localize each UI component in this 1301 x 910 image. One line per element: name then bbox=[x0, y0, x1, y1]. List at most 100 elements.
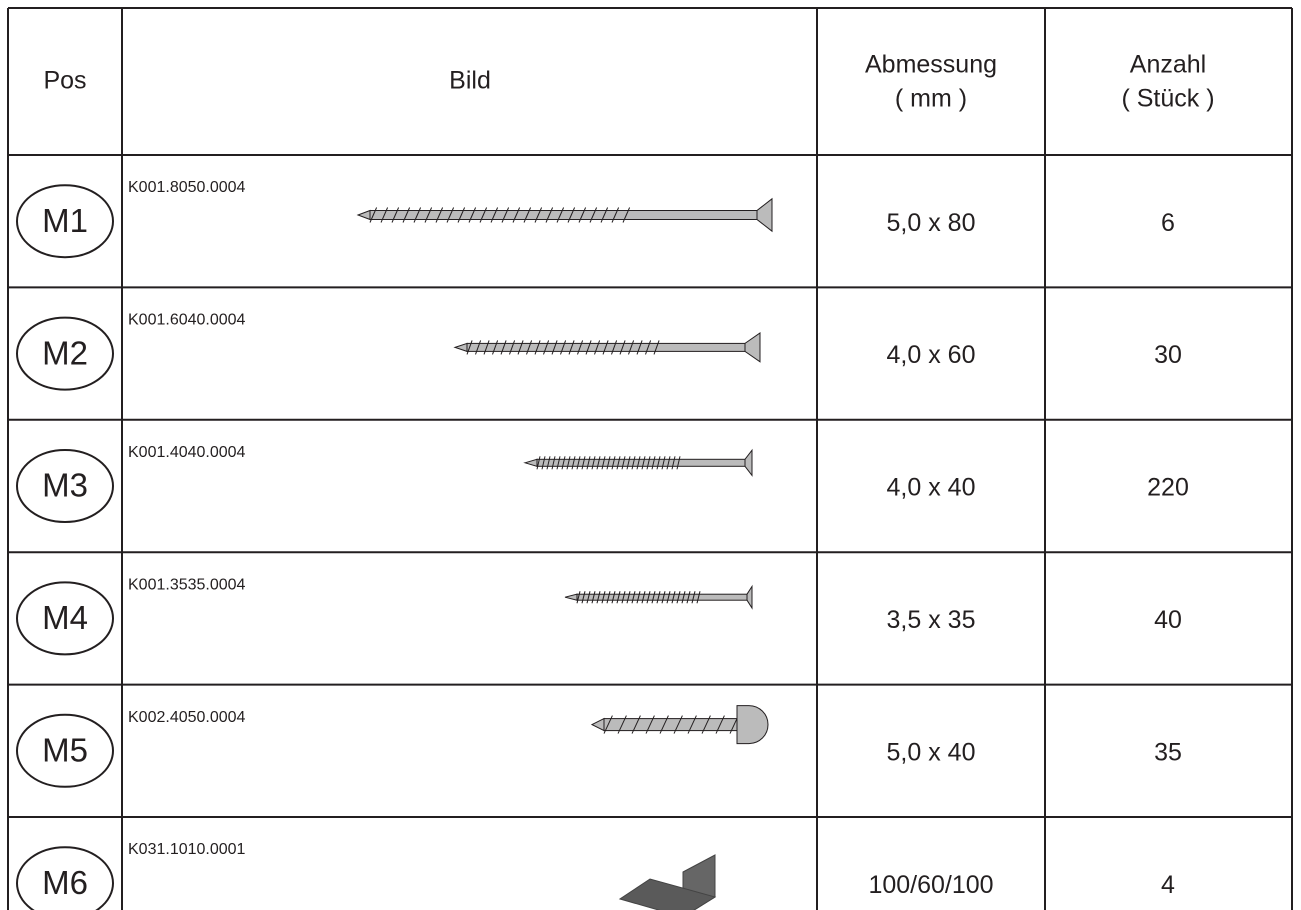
screw-thread bbox=[492, 340, 499, 355]
part-code: K001.8050.0004 bbox=[128, 179, 246, 196]
screw-head bbox=[744, 448, 753, 477]
screw-thread bbox=[576, 591, 581, 604]
screw-tip bbox=[356, 209, 371, 221]
screw-thread bbox=[602, 340, 609, 355]
screw-thread bbox=[636, 340, 643, 355]
header-count-unit: ( Stück ) bbox=[1121, 85, 1214, 113]
count: 4 bbox=[1161, 871, 1175, 899]
part-code: K031.1010.0001 bbox=[128, 841, 246, 858]
screw-thread bbox=[676, 591, 681, 604]
screw-thread bbox=[509, 340, 516, 355]
header-pos: Pos bbox=[43, 67, 86, 95]
screw-thread bbox=[656, 591, 661, 604]
screw-thread bbox=[619, 340, 626, 355]
screw-thread bbox=[626, 456, 631, 470]
table-grid bbox=[7, 7, 1293, 910]
screw-thread bbox=[611, 456, 616, 470]
screw-thread bbox=[621, 456, 626, 470]
screw-thread bbox=[715, 715, 725, 734]
screw-thread bbox=[586, 591, 591, 604]
screw-head bbox=[736, 705, 769, 745]
screw-thread bbox=[661, 456, 666, 470]
screw-thread bbox=[616, 591, 621, 604]
screw-thread bbox=[546, 456, 551, 470]
dimension: 4,0 x 40 bbox=[887, 474, 976, 502]
screw-thread bbox=[551, 340, 558, 355]
header-dimension-unit: ( mm ) bbox=[895, 85, 967, 113]
pos-circle bbox=[16, 184, 114, 259]
screw-thread bbox=[577, 340, 584, 355]
screw-thread bbox=[534, 340, 541, 355]
screw-thread bbox=[636, 456, 641, 470]
count: 220 bbox=[1147, 474, 1189, 502]
screw-thread bbox=[671, 456, 676, 470]
count: 6 bbox=[1161, 209, 1175, 237]
screw-thread bbox=[500, 340, 507, 355]
screw-thread bbox=[676, 456, 681, 470]
screw-thread bbox=[380, 207, 389, 223]
screw-thread bbox=[701, 715, 711, 734]
screw-thread bbox=[600, 207, 609, 223]
screw-thread bbox=[479, 207, 488, 223]
screw-thread bbox=[631, 456, 636, 470]
screw-thread bbox=[576, 456, 581, 470]
part-image bbox=[356, 197, 773, 233]
screw-head bbox=[756, 197, 773, 233]
pos-circle bbox=[16, 449, 114, 523]
screw-thread bbox=[591, 591, 596, 604]
screw-thread bbox=[435, 207, 444, 223]
screw-thread bbox=[601, 591, 606, 604]
part-code: K001.6040.0004 bbox=[128, 312, 246, 329]
screw-thread bbox=[571, 456, 576, 470]
screw-thread bbox=[534, 207, 543, 223]
part-image bbox=[590, 705, 769, 745]
screw-thread bbox=[611, 340, 618, 355]
bracket-base bbox=[618, 878, 717, 910]
screw-thread bbox=[568, 340, 575, 355]
screw-thread bbox=[659, 715, 669, 734]
screw-tip bbox=[523, 458, 538, 467]
screw-thread bbox=[691, 591, 696, 604]
screw-thread bbox=[666, 456, 671, 470]
screw-thread bbox=[603, 715, 613, 734]
pos-circle bbox=[16, 846, 114, 910]
screw-thread bbox=[526, 340, 533, 355]
screw-thread bbox=[611, 207, 620, 223]
dimension: 4,0 x 60 bbox=[887, 341, 976, 369]
screw-thread bbox=[656, 456, 661, 470]
screw-thread bbox=[628, 340, 635, 355]
screw-thread bbox=[466, 340, 473, 355]
screw-thread bbox=[594, 340, 601, 355]
pos-label: M6 bbox=[42, 864, 88, 901]
pos-circle bbox=[16, 316, 114, 391]
screw-thread bbox=[696, 591, 701, 604]
screw-thread bbox=[424, 207, 433, 223]
screw-thread bbox=[606, 591, 611, 604]
screw-thread bbox=[645, 715, 655, 734]
pos-label: M2 bbox=[42, 334, 88, 371]
screw-thread bbox=[646, 456, 651, 470]
screw-thread bbox=[551, 456, 556, 470]
screw-head bbox=[744, 332, 761, 363]
screw-thread bbox=[446, 207, 455, 223]
screw-thread bbox=[567, 207, 576, 223]
part-image bbox=[564, 584, 753, 610]
screw-thread bbox=[512, 207, 521, 223]
header-dimension: Abmessung bbox=[865, 51, 997, 79]
pos-label: M5 bbox=[42, 732, 88, 769]
screw-thread bbox=[651, 456, 656, 470]
screw-thread bbox=[617, 715, 627, 734]
screw-thread bbox=[457, 207, 466, 223]
screw-thread bbox=[369, 207, 378, 223]
dimension: 5,0 x 40 bbox=[887, 738, 976, 766]
screw-thread bbox=[601, 456, 606, 470]
screw-tip bbox=[590, 717, 605, 732]
screw-thread bbox=[646, 591, 651, 604]
screw-tip bbox=[453, 342, 468, 353]
header-count: Anzahl bbox=[1130, 51, 1206, 79]
part-image bbox=[618, 854, 717, 910]
screw-thread bbox=[681, 591, 686, 604]
screw-thread bbox=[391, 207, 400, 223]
part-code: K001.4040.0004 bbox=[128, 444, 246, 461]
